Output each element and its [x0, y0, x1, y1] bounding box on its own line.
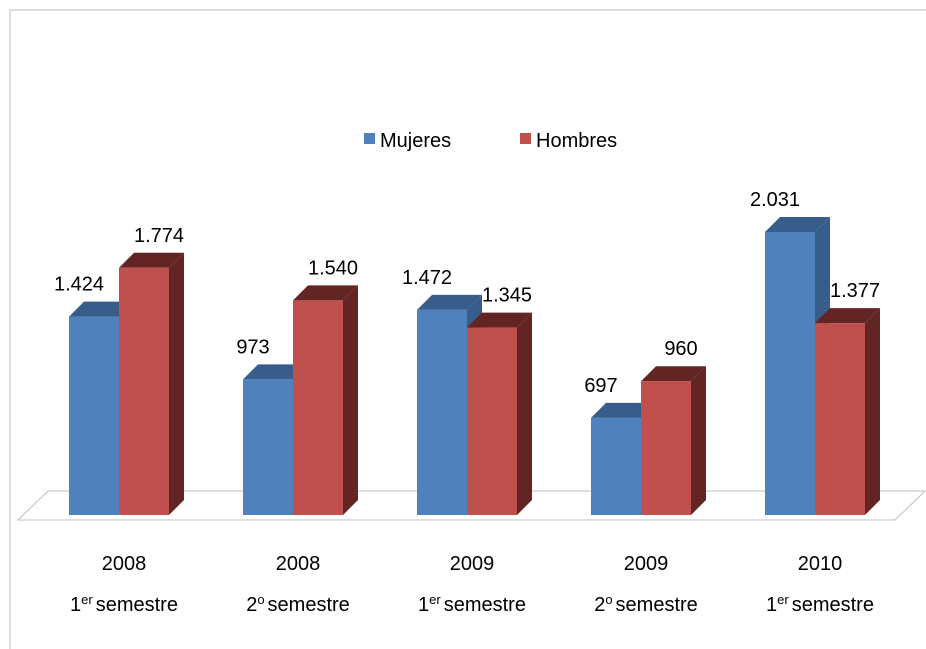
bar-top [591, 402, 656, 418]
bar [815, 323, 865, 515]
x-tick-label: 1er semestre [70, 592, 178, 617]
bar [293, 300, 343, 515]
bar-side [343, 285, 358, 515]
bar [243, 379, 293, 515]
x-tick-word: semestre [268, 594, 350, 616]
bar-side [169, 252, 184, 516]
bar-top [243, 364, 308, 380]
x-tick-suffix: er [429, 592, 441, 607]
bar [591, 417, 641, 515]
bar-side [517, 312, 532, 515]
legend-label: Hombres [536, 130, 617, 152]
x-tick-label: 2008 [102, 553, 147, 575]
legend-swatch [364, 133, 375, 144]
x-tick-label: 2008 [276, 553, 321, 575]
bar-top [467, 312, 532, 328]
bar [119, 267, 169, 515]
chart-border [9, 9, 926, 649]
x-tick-ordinal: 1 [70, 594, 81, 616]
bar [467, 327, 517, 515]
bar-top [293, 285, 358, 301]
x-tick-suffix: er [81, 592, 93, 607]
bar [641, 381, 691, 515]
bar [417, 309, 467, 515]
bar [765, 232, 815, 515]
x-tick-label: 2009 [450, 553, 495, 575]
data-label: 1.424 [54, 274, 104, 296]
x-tick-label: 2009 [624, 553, 669, 575]
bar-top [641, 366, 706, 382]
x-tick-word: semestre [444, 594, 526, 616]
bar-top [417, 294, 482, 310]
x-tick-suffix: er [777, 592, 789, 607]
data-label: 1.377 [830, 280, 880, 302]
data-label: 973 [236, 336, 269, 358]
legend-label: Mujeres [380, 130, 451, 152]
floor [16, 490, 926, 521]
x-tick-label: 2010 [798, 553, 843, 575]
x-tick-word: semestre [792, 594, 874, 616]
data-label: 1.774 [134, 225, 184, 247]
data-label: 1.540 [308, 257, 358, 279]
x-tick-label: 1er semestre [418, 592, 526, 617]
x-tick-label: 1er semestre [766, 592, 874, 617]
x-tick-ordinal: 2 [594, 594, 605, 616]
x-tick-label: 2o semestre [246, 592, 350, 617]
bar-side [691, 366, 706, 515]
data-label: 2.031 [750, 189, 800, 211]
bar-top [815, 308, 880, 324]
data-label: 960 [664, 338, 697, 360]
x-tick-suffix: o [257, 592, 264, 607]
bar [69, 316, 119, 515]
x-tick-suffix: o [605, 592, 612, 607]
x-tick-label: 2o semestre [594, 592, 698, 617]
x-tick-ordinal: 1 [418, 594, 429, 616]
data-label: 1.472 [402, 267, 452, 289]
legend-swatch [520, 133, 531, 144]
x-tick-word: semestre [96, 594, 178, 616]
data-label: 697 [584, 375, 617, 397]
bar-side [865, 308, 880, 515]
bar-top [119, 252, 184, 268]
x-tick-ordinal: 2 [246, 594, 257, 616]
data-label: 1.345 [482, 285, 532, 307]
bar-top [765, 217, 830, 232]
bar-top [69, 301, 134, 317]
x-tick-ordinal: 1 [766, 594, 777, 616]
x-tick-word: semestre [616, 594, 698, 616]
